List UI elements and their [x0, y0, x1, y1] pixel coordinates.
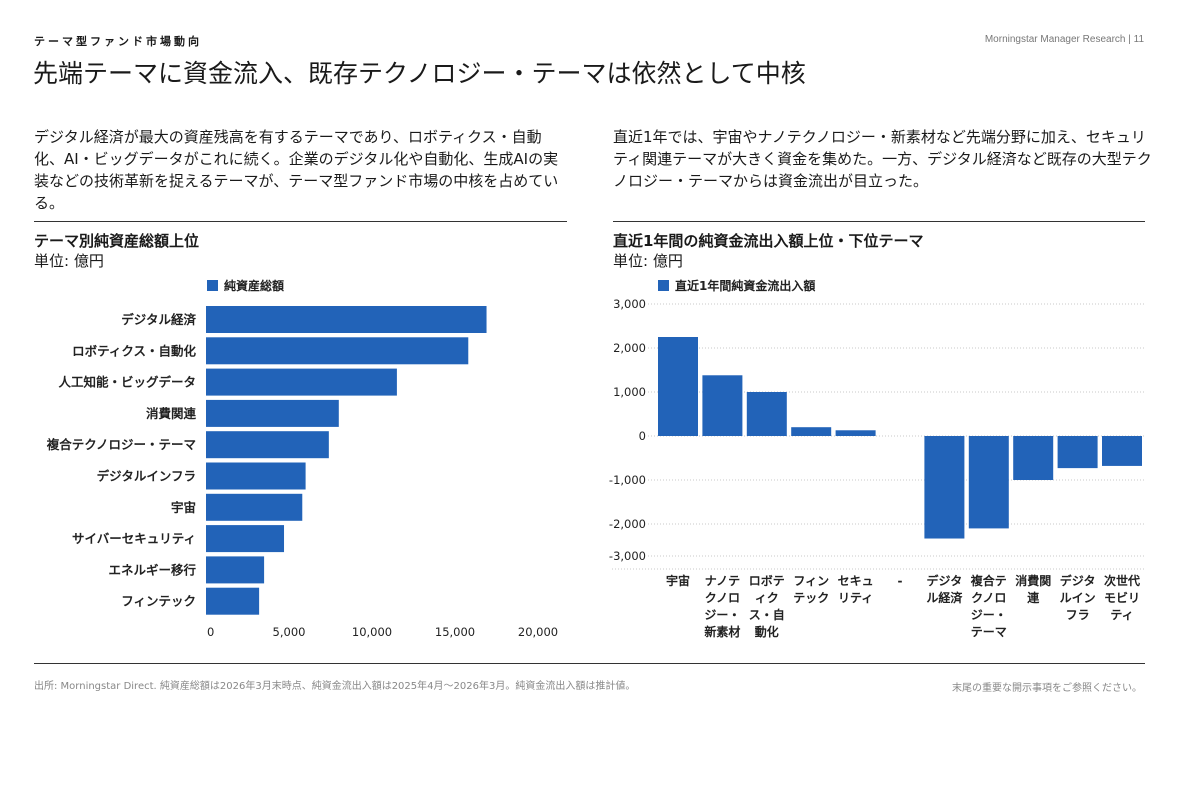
y-tick-label-1: 2,000	[613, 341, 646, 355]
category-label-5: デジタルインフラ	[97, 469, 196, 484]
bar-0	[206, 306, 487, 333]
category-label-4: セキュリティ	[838, 574, 874, 605]
intro-left-text: デジタル経済が最大の資産残高を有するテーマであり、ロボティクス・自動化、AI・ビ…	[34, 128, 559, 212]
net-assets-bar-chart: 純資産総額デジタル経済ロボティクス・自動化人工知能・ビッグデータ消費関連複合テク…	[46, 278, 558, 639]
category-label-3: 消費関連	[146, 406, 197, 421]
x-tick-label-4: 20,000	[518, 625, 558, 639]
category-label-5: -	[898, 574, 903, 588]
bar-4	[835, 430, 876, 436]
bar-10	[1102, 436, 1142, 466]
category-label-2: 人工知能・ビッグデータ	[58, 375, 196, 390]
bar-7	[968, 436, 1009, 529]
category-label-6: 宇宙	[171, 500, 196, 515]
page-title: 先端テーマに資金流入、既存テクノロジー・テーマは依然として中核	[33, 59, 806, 88]
intro-right-text: 直近1年では、宇宙やナノテクノロジー・新素材など先端分野に加え、セキュリティ関連…	[613, 128, 1152, 190]
legend-label: 純資産総額	[224, 278, 284, 293]
category-label-3: フィンテック	[793, 574, 829, 605]
bar-6	[924, 436, 965, 539]
x-tick-label-1: 5,000	[273, 625, 306, 639]
category-label-2: ロボティクス・自動化	[749, 573, 785, 639]
category-label-4: 複合テクノロジー・テーマ	[46, 437, 196, 452]
footer-source: 出所: Morningstar Direct. 純資産総額は2026年3月末時点…	[34, 681, 636, 692]
category-label-10: 次世代モビリティ	[1104, 573, 1140, 622]
bar-8	[206, 556, 265, 584]
bar-8	[1013, 436, 1054, 480]
left-chart-divider	[34, 221, 567, 222]
category-label-0: 宇宙	[666, 573, 690, 588]
bar-2	[746, 392, 787, 436]
bar-1	[702, 375, 743, 436]
page-source-number: Morningstar Manager Research | 11	[984, 34, 1144, 45]
bar-6	[206, 493, 303, 521]
bar-3	[206, 399, 339, 427]
bar-3	[791, 427, 832, 436]
bar-0	[658, 337, 698, 436]
category-label-8: エネルギー移行	[108, 562, 196, 577]
left-chart-unit: 単位: 億円	[34, 252, 104, 270]
legend-swatch	[658, 280, 669, 291]
section-eyebrow: テーマ型ファンド市場動向	[34, 35, 202, 48]
bar-9	[206, 587, 260, 615]
bar-4	[206, 431, 329, 459]
y-tick-label-4: -1,000	[609, 473, 646, 487]
category-label-1: ロボティクス・自動化	[72, 343, 196, 358]
bar-9	[1057, 436, 1098, 469]
x-tick-label-3: 15,000	[435, 625, 475, 639]
y-tick-label-6: -3,000	[609, 549, 646, 563]
category-label-7: サイバーセキュリティ	[72, 531, 196, 546]
category-label-6: デジタル経済	[926, 573, 963, 605]
y-tick-label-0: 3,000	[613, 297, 646, 311]
x-tick-label-0: 0	[207, 625, 214, 639]
y-tick-label-2: 1,000	[613, 385, 646, 399]
category-label-8: 消費関連	[1015, 573, 1051, 605]
net-flow-bar-chart: 直近1年間純資金流出入額 3,000 2,000 1,000 0 -1,000 -2,000…	[609, 278, 1145, 639]
y-tick-label-3: 0	[639, 429, 646, 443]
right-chart-title: 直近1年間の純資金流出入額上位・下位テーマ	[613, 232, 924, 250]
bar-2	[206, 368, 397, 396]
footer-divider	[34, 663, 1145, 664]
bar-1	[206, 337, 469, 365]
category-label-9: デジタルインフラ	[1060, 573, 1096, 622]
category-label-1: ナノテクノロジー・新素材	[704, 574, 740, 639]
bar-7	[206, 525, 285, 553]
category-label-9: フィンテック	[121, 594, 196, 609]
category-label-7: 複合テクノロジー・テーマ	[970, 573, 1007, 639]
legend-label: 直近1年間純資金流出入額	[675, 278, 815, 293]
x-tick-label-2: 10,000	[352, 625, 392, 639]
left-chart-title: テーマ別純資産総額上位	[34, 232, 200, 250]
legend-swatch	[207, 280, 218, 291]
category-label-0: デジタル経済	[121, 312, 196, 327]
footer-disclaimer: 末尾の重要な開示事項をご参照ください。	[952, 683, 1142, 694]
right-chart-divider	[613, 221, 1145, 222]
y-tick-label-5: -2,000	[609, 517, 646, 531]
bar-5	[206, 462, 306, 490]
right-chart-unit: 単位: 億円	[613, 252, 683, 270]
